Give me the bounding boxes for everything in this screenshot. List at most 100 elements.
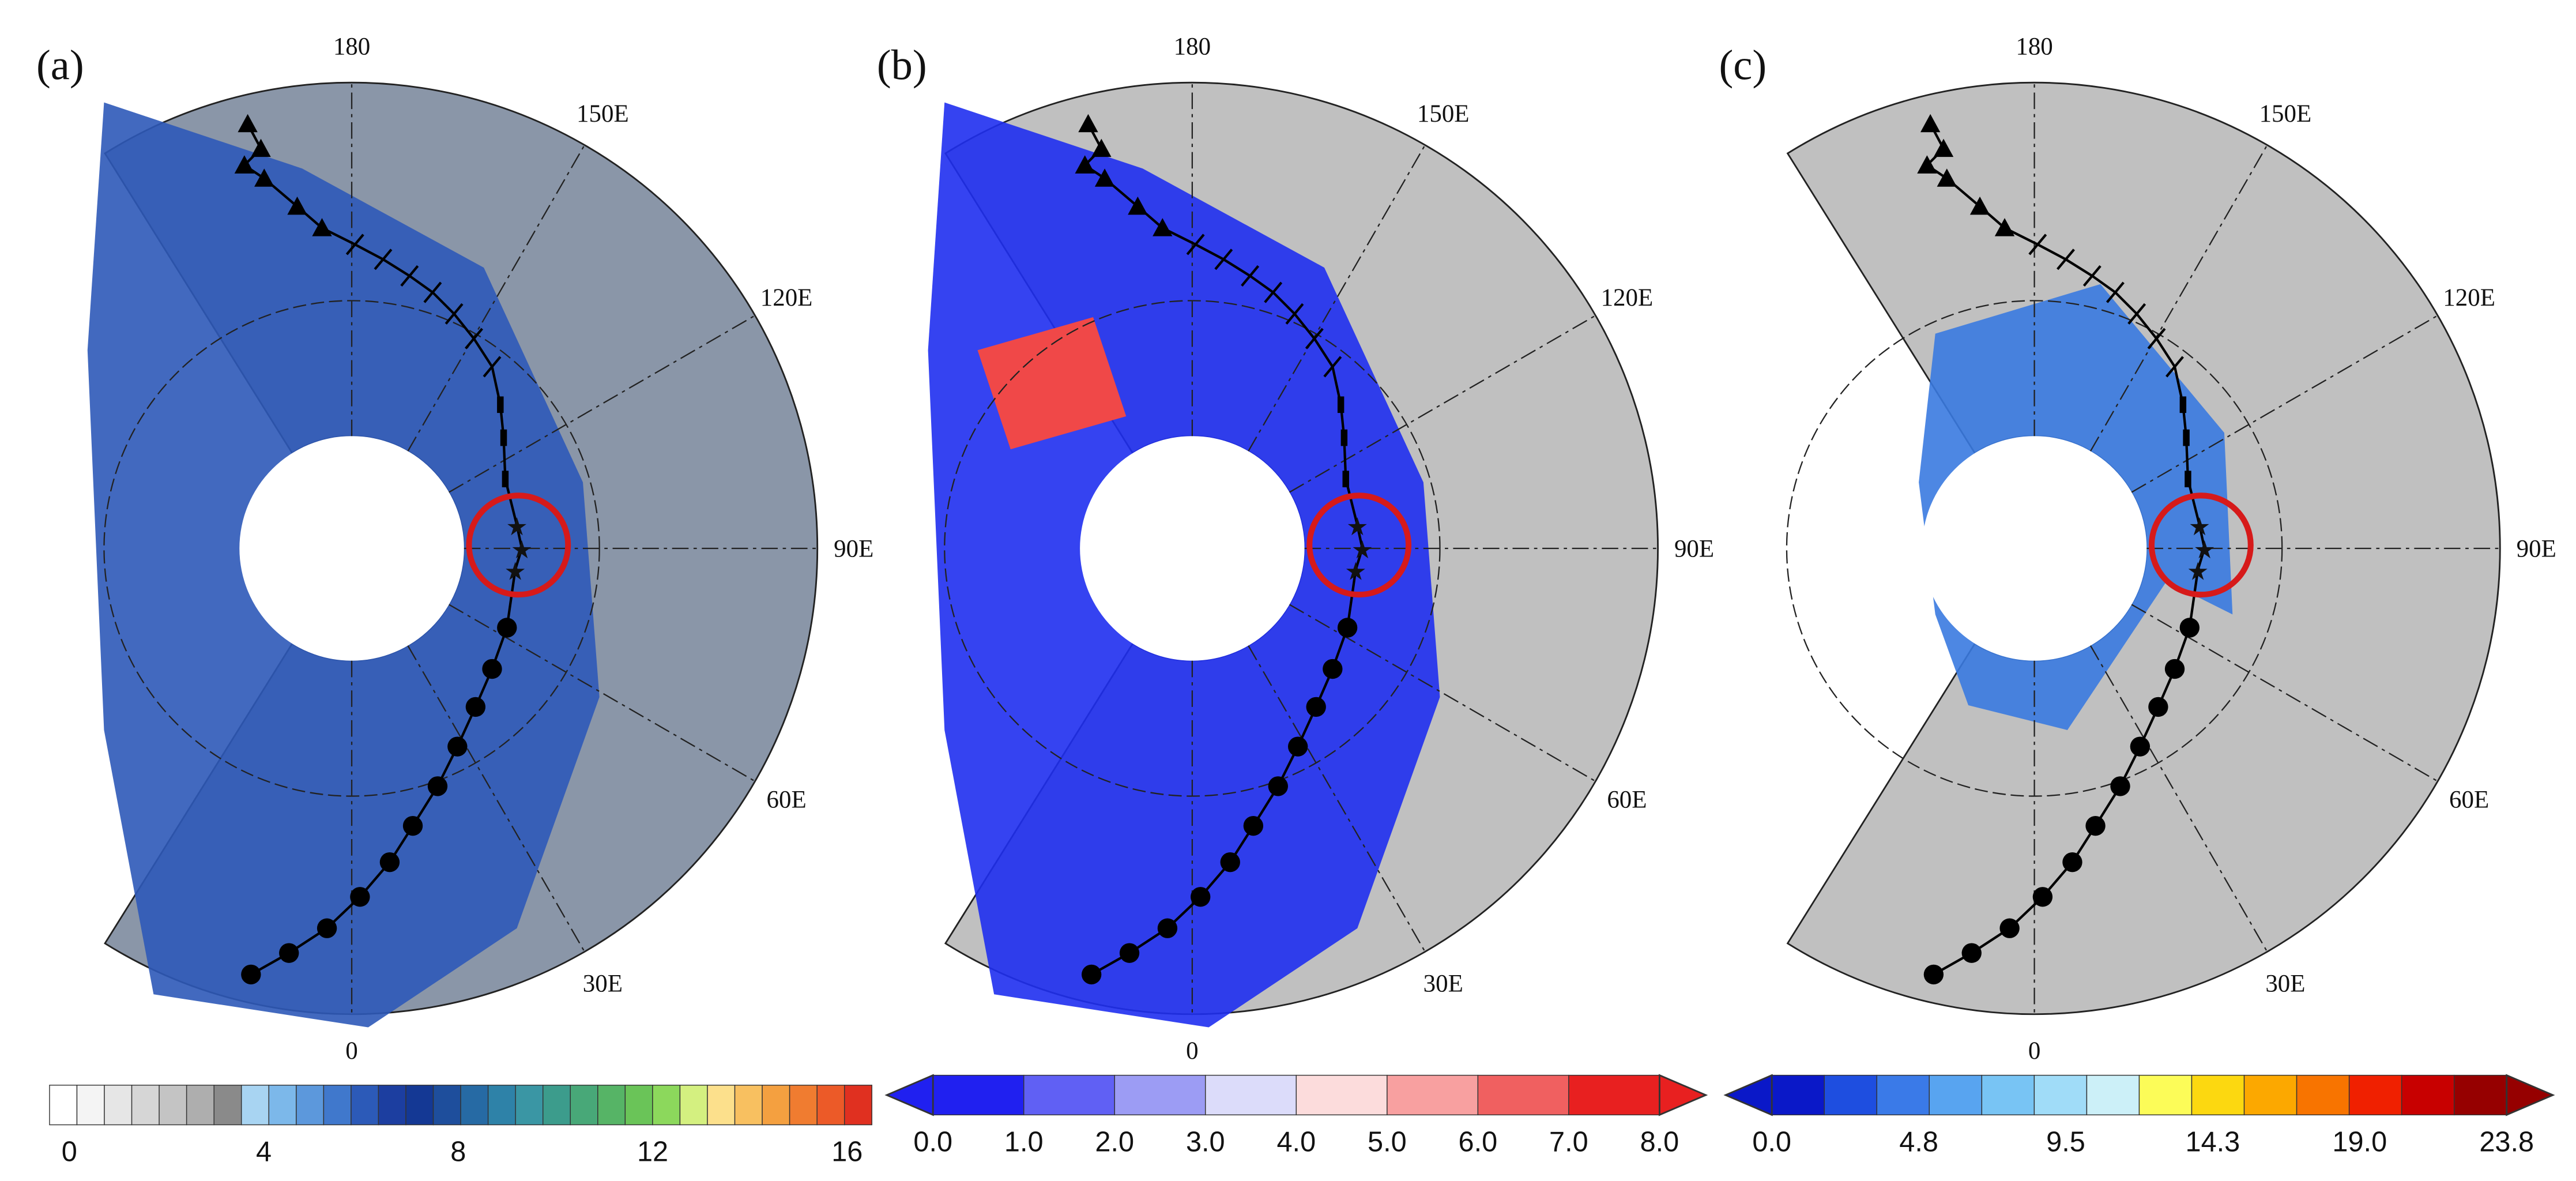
longitude-label: 120E [1601, 284, 1654, 311]
longitude-label: 150E [1417, 100, 1470, 127]
colorbar-tick-label: 5.0 [1368, 1126, 1407, 1157]
colorbar-swatch [2191, 1074, 2245, 1116]
colorbar-swatch [405, 1085, 434, 1126]
track-dot [2110, 776, 2130, 796]
track-dot [1243, 815, 1264, 836]
track-triangle [254, 168, 274, 187]
track-dot [1323, 659, 1343, 679]
colorbar-swatch [104, 1085, 133, 1126]
track-star: ★ [1351, 537, 1374, 564]
track-triangle [312, 218, 332, 236]
track-tick [2028, 234, 2047, 255]
colorbar-swatch [460, 1085, 489, 1126]
track-dot [2130, 736, 2151, 757]
colorbar-swatch [2453, 1074, 2507, 1116]
track-triangle [1933, 138, 1954, 157]
colorbar-tick-label: 4.8 [1899, 1126, 1938, 1157]
colorbar-swatch [2243, 1074, 2298, 1116]
colorbar-swatch [2401, 1074, 2455, 1116]
track-star: ★ [1345, 558, 1367, 585]
track-tick [423, 281, 442, 303]
highlight-circle [466, 492, 571, 598]
colorbar-swatch [2296, 1074, 2350, 1116]
track-dot [2179, 618, 2200, 638]
track-dot [402, 815, 423, 836]
colorbar-swatch [1477, 1074, 1569, 1116]
colorbar-swatch [131, 1085, 160, 1126]
track-tick [1241, 265, 1260, 287]
track-tick [1264, 281, 1283, 303]
track-triangle [238, 114, 258, 133]
colorbar-swatch [159, 1085, 187, 1126]
colorbar-arrow [884, 1074, 934, 1116]
colorbar-swatch [1981, 1074, 2035, 1116]
track-triangle [251, 138, 271, 157]
colorbar-swatch [1387, 1074, 1479, 1116]
track-tick [1305, 328, 1324, 349]
track-dot [2062, 852, 2082, 872]
colorbar-swatch [816, 1085, 845, 1126]
colorbar-swatch [707, 1085, 736, 1126]
track-tick [2082, 265, 2102, 287]
track-tick [465, 328, 483, 349]
colorbar-swatch [543, 1085, 571, 1126]
track-triangle [1078, 114, 1098, 133]
panel-label: (b) [877, 42, 927, 89]
colorbar-swatch [789, 1085, 818, 1126]
longitude-label: 60E [1607, 787, 1647, 814]
colorbar-tick-label: 6.0 [1459, 1126, 1498, 1157]
colorbar-swatch [515, 1085, 544, 1126]
track-triangle [234, 155, 255, 174]
colorbar-swatch [597, 1085, 626, 1126]
track-dot [1999, 918, 2020, 938]
colorbar-swatch [1114, 1074, 1206, 1116]
colorbar-swatch [1929, 1074, 1983, 1116]
track-triangle [1937, 168, 1957, 187]
track-dot [241, 964, 261, 985]
colorbar-tick-label: 0.0 [1752, 1126, 1791, 1157]
colorbar-swatch [432, 1085, 461, 1126]
colorbar-swatch [2348, 1074, 2402, 1116]
colorbar-swatch [49, 1085, 78, 1126]
colorbar-swatch [241, 1085, 269, 1126]
longitude-label: 120E [2443, 284, 2495, 311]
track-triangle [1091, 138, 1112, 157]
track-dash [1340, 429, 1348, 446]
colorbar-swatch [734, 1085, 763, 1126]
track-dash [2179, 396, 2187, 413]
longitude-label: 150E [2259, 100, 2312, 127]
track-dot [427, 776, 448, 796]
track-dot [497, 618, 517, 638]
panel-label: (a) [36, 42, 84, 89]
colorbar-tick-label: 3.0 [1186, 1126, 1225, 1157]
colorbar-arrow [1723, 1074, 1773, 1116]
colorbar-swatch [268, 1085, 297, 1126]
colorbar-swatch [1771, 1074, 1825, 1116]
track-tick [1214, 249, 1233, 270]
longitude-label: 90E [2517, 535, 2556, 562]
track-tick [1285, 303, 1304, 325]
colorbar-tick-label: 4 [256, 1137, 272, 1168]
track-tick [345, 234, 364, 255]
track-star: ★ [504, 558, 526, 585]
longitude-label: 30E [583, 970, 623, 997]
colorbar-swatch [296, 1085, 325, 1126]
colorbar-swatch [378, 1085, 406, 1126]
track-dash [1337, 396, 1345, 413]
colorbar-swatch [932, 1074, 1025, 1116]
highlight-circle [1306, 492, 1412, 598]
colorbar-swatch [186, 1085, 214, 1126]
track-dot [279, 943, 299, 963]
track-tick [1186, 234, 1205, 255]
colorbar-arrow [1658, 1074, 1708, 1116]
track-dot [482, 659, 502, 679]
colorbar-tick-label: 2.0 [1095, 1126, 1134, 1157]
track-tick [2147, 328, 2166, 349]
colorbar-tick-label: 23.8 [2479, 1126, 2534, 1157]
track-dash [502, 471, 509, 487]
track-star: ★ [2189, 514, 2211, 541]
colorbar-swatch [1023, 1074, 1115, 1116]
track-dot [1923, 964, 1944, 985]
